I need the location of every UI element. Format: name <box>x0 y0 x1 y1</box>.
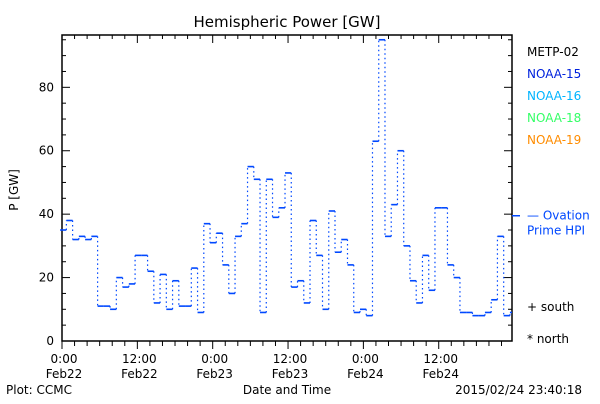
x-tick-time-label: 0:00 <box>51 352 78 366</box>
legend-entry-noaa-19: NOAA-19 <box>527 133 581 147</box>
y-axis: 0 20 40 60 80 <box>39 39 512 348</box>
x-tick-time-label: 12:00 <box>122 352 157 366</box>
footer-plot-credit: Plot: CCMC <box>6 383 72 397</box>
x-tick-date-label: Feb22 <box>46 367 83 381</box>
y-tick-label: 0 <box>46 334 54 348</box>
legend-entry-noaa-15: NOAA-15 <box>527 67 581 81</box>
x-tick-time-label: 0:00 <box>201 352 228 366</box>
y-tick-label: 60 <box>39 144 54 158</box>
north-marker-legend: * north <box>527 332 569 346</box>
hpi-label-line1: — Ovation <box>527 209 590 223</box>
footer-timestamp: 2015/02/24 23:40:18 <box>455 383 582 397</box>
x-tick-date-label: Feb24 <box>347 367 384 381</box>
y-axis-label: P [GW] <box>7 169 21 211</box>
legend: METP-02 NOAA-15 NOAA-16 NOAA-18 NOAA-19 <box>527 45 581 147</box>
x-tick-time-label: 12:00 <box>423 352 458 366</box>
x-tick-time-label: 0:00 <box>352 352 379 366</box>
x-axis: 0:00Feb2212:00Feb220:00Feb2312:00Feb230:… <box>46 35 503 381</box>
plot-frame <box>61 34 513 342</box>
chart-title: Hemispheric Power [GW] <box>194 13 381 31</box>
y-tick-label: 20 <box>39 271 54 285</box>
y-tick-label: 40 <box>39 207 54 221</box>
legend-entry-noaa-18: NOAA-18 <box>527 111 581 125</box>
x-tick-date-label: Feb23 <box>272 367 309 381</box>
hpi-label-line2: Prime HPI <box>527 224 585 238</box>
y-tick-label: 80 <box>39 80 54 94</box>
legend-entry-metp-02: METP-02 <box>527 45 579 59</box>
south-marker-legend: + south <box>527 300 574 314</box>
x-axis-label: Date and Time <box>243 383 331 397</box>
x-tick-time-label: 12:00 <box>273 352 308 366</box>
x-tick-date-label: Feb24 <box>422 367 459 381</box>
x-tick-date-label: Feb23 <box>196 367 233 381</box>
x-tick-date-label: Feb22 <box>121 367 158 381</box>
series-noaa-15 <box>60 38 512 317</box>
legend-entry-noaa-16: NOAA-16 <box>527 89 581 103</box>
